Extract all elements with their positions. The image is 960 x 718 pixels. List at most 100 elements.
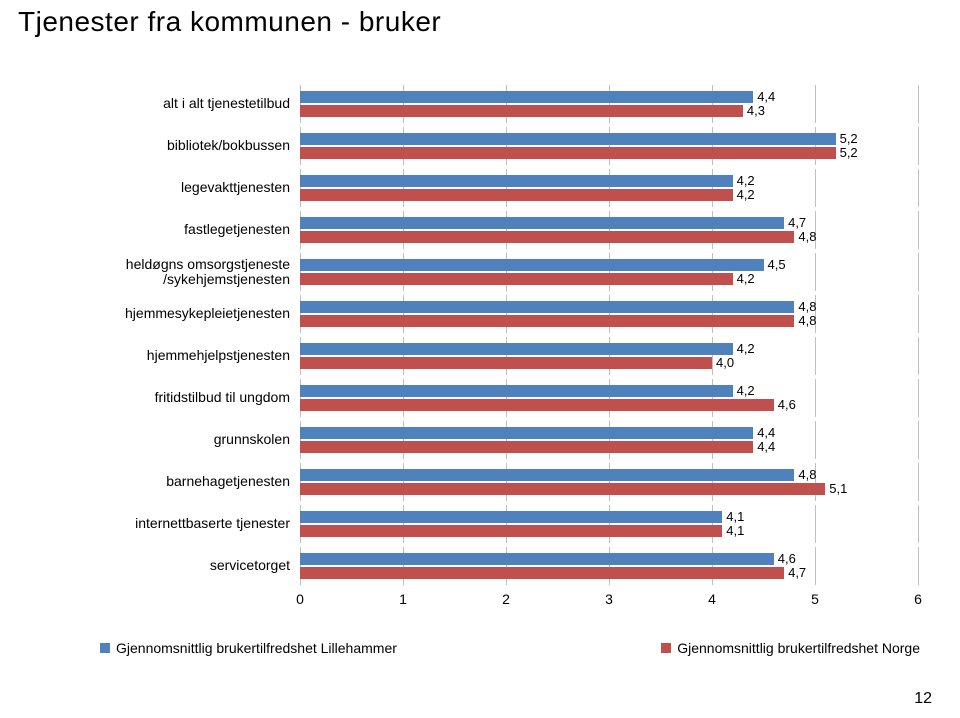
plot-cell: 5,25,2 bbox=[300, 127, 918, 165]
value-label: 4,8 bbox=[798, 301, 816, 313]
chart-row: servicetorget4,64,7 bbox=[0, 547, 960, 585]
axis-plot: 0123456 bbox=[300, 589, 918, 611]
gridline bbox=[918, 169, 919, 207]
value-label: 5,2 bbox=[840, 133, 858, 145]
bar-fill bbox=[300, 189, 733, 201]
legend-item-norge: Gjennomsnittlig brukertilfredshet Norge bbox=[661, 640, 920, 656]
value-label: 4,4 bbox=[757, 91, 775, 103]
chart-row: grunnskolen4,44,4 bbox=[0, 421, 960, 459]
bar-group: 4,64,7 bbox=[300, 547, 918, 585]
category-label: hjemmesykepleietjenesten bbox=[0, 306, 300, 321]
chart-row: internettbaserte tjenester4,14,1 bbox=[0, 505, 960, 543]
bar-fill bbox=[300, 315, 794, 327]
bar: 5,1 bbox=[300, 483, 918, 495]
bar-group: 4,24,0 bbox=[300, 337, 918, 375]
chart-row: fastlegetjenesten4,74,8 bbox=[0, 211, 960, 249]
category-label: grunnskolen bbox=[0, 432, 300, 447]
value-label: 4,8 bbox=[798, 315, 816, 327]
gridline bbox=[918, 127, 919, 165]
gridline bbox=[918, 337, 919, 375]
bar-group: 4,24,6 bbox=[300, 379, 918, 417]
gridline bbox=[918, 463, 919, 501]
bar-group: 4,44,4 bbox=[300, 421, 918, 459]
plot-cell: 4,44,3 bbox=[300, 85, 918, 123]
value-label: 4,2 bbox=[737, 175, 755, 187]
bar-fill bbox=[300, 399, 774, 411]
bar-fill bbox=[300, 259, 764, 271]
category-label: fastlegetjenesten bbox=[0, 222, 300, 237]
plot-cell: 4,14,1 bbox=[300, 505, 918, 543]
plot-cell: 4,24,2 bbox=[300, 169, 918, 207]
plot-cell: 4,8 5,1 bbox=[300, 463, 918, 501]
gridline bbox=[918, 85, 919, 123]
value-label: 4,2 bbox=[737, 273, 755, 285]
bar: 4,8 bbox=[300, 469, 918, 481]
bar: 4,7 bbox=[300, 217, 918, 229]
bar: 4,2 bbox=[300, 385, 918, 397]
bar: 4,8 bbox=[300, 315, 918, 327]
gridline bbox=[918, 547, 919, 585]
value-label: 4,5 bbox=[768, 259, 786, 271]
bar-group: 4,74,8 bbox=[300, 211, 918, 249]
bar-group: 4,44,3 bbox=[300, 85, 918, 123]
value-label: 4,0 bbox=[716, 357, 734, 369]
bar: 4,2 bbox=[300, 175, 918, 187]
chart-row: legevakttjenesten4,24,2 bbox=[0, 169, 960, 207]
bar-fill bbox=[300, 105, 743, 117]
bar: 4,4 bbox=[300, 441, 918, 453]
plot-cell: 4,44,4 bbox=[300, 421, 918, 459]
legend-item-lillehammer: Gjennomsnittlig brukertilfredshet Lilleh… bbox=[100, 640, 397, 656]
tick-label: 2 bbox=[502, 591, 510, 607]
plot-cell: 4,84,8 bbox=[300, 295, 918, 333]
bar: 4,4 bbox=[300, 427, 918, 439]
value-label: 4,6 bbox=[778, 399, 796, 411]
value-label: 4,6 bbox=[778, 553, 796, 565]
bar-group: 4,5 4,2 bbox=[300, 253, 918, 291]
bar-fill bbox=[300, 469, 794, 481]
bar-fill bbox=[300, 231, 794, 243]
bar-fill bbox=[300, 147, 836, 159]
bar: 4,2 bbox=[300, 189, 918, 201]
value-label: 4,8 bbox=[798, 469, 816, 481]
category-label: alt i alt tjenestetilbud bbox=[0, 96, 300, 111]
plot-cell: 4,5 4,2 bbox=[300, 253, 918, 291]
bar-fill bbox=[300, 427, 753, 439]
bar-fill bbox=[300, 91, 753, 103]
value-label: 5,2 bbox=[840, 147, 858, 159]
legend-label: Gjennomsnittlig brukertilfredshet Norge bbox=[677, 640, 920, 656]
bar: 4,7 bbox=[300, 567, 918, 579]
bar: 4,4 bbox=[300, 91, 918, 103]
value-label: 4,7 bbox=[788, 217, 806, 229]
bar-group: 5,25,2 bbox=[300, 127, 918, 165]
plot-cell: 4,64,7 bbox=[300, 547, 918, 585]
axis-spacer bbox=[0, 589, 300, 611]
gridline bbox=[918, 211, 919, 249]
bar-group: 4,8 5,1 bbox=[300, 463, 918, 501]
bar-fill bbox=[300, 175, 733, 187]
gridline bbox=[918, 505, 919, 543]
value-label: 4,1 bbox=[726, 511, 744, 523]
value-label: 4,3 bbox=[747, 105, 765, 117]
category-label: internettbaserte tjenester bbox=[0, 516, 300, 531]
bar-fill bbox=[300, 483, 825, 495]
bar: 4,1 bbox=[300, 525, 918, 537]
chart-row: bibliotek/bokbussen5,25,2 bbox=[0, 127, 960, 165]
bar: 4,0 bbox=[300, 357, 918, 369]
page: Tjenester fra kommunen - bruker alt i al… bbox=[0, 0, 960, 718]
bar-fill bbox=[300, 217, 784, 229]
plot-cell: 4,24,0 bbox=[300, 337, 918, 375]
value-label: 4,2 bbox=[737, 189, 755, 201]
tick-label: 5 bbox=[811, 591, 819, 607]
category-label: barnehagetjenesten bbox=[0, 474, 300, 489]
category-label: servicetorget bbox=[0, 558, 300, 573]
value-label: 5,1 bbox=[829, 483, 847, 495]
bar-fill bbox=[300, 301, 794, 313]
chart-row: heldøgns omsorgstjeneste /sykehjemstjene… bbox=[0, 253, 960, 291]
tick-label: 3 bbox=[605, 591, 613, 607]
bar: 4,2 bbox=[300, 273, 918, 285]
bar-fill bbox=[300, 553, 774, 565]
bar: 4,8 bbox=[300, 301, 918, 313]
bar: 4,5 bbox=[300, 259, 918, 271]
bar-fill bbox=[300, 511, 722, 523]
bar-fill bbox=[300, 357, 712, 369]
